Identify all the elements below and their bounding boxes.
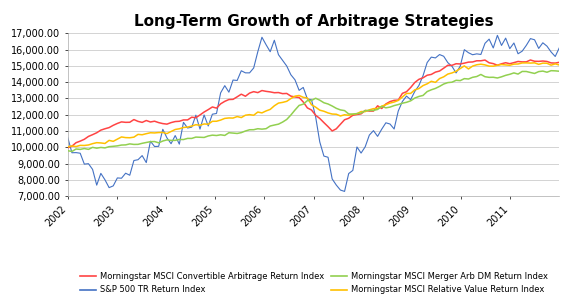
Legend: Morningstar MSCI Convertible Arbitrage Return Index, S&P 500 TR Return Index, Mo: Morningstar MSCI Convertible Arbitrage R… [76, 269, 551, 298]
Title: Long-Term Growth of Arbitrage Strategies: Long-Term Growth of Arbitrage Strategies [134, 14, 493, 29]
